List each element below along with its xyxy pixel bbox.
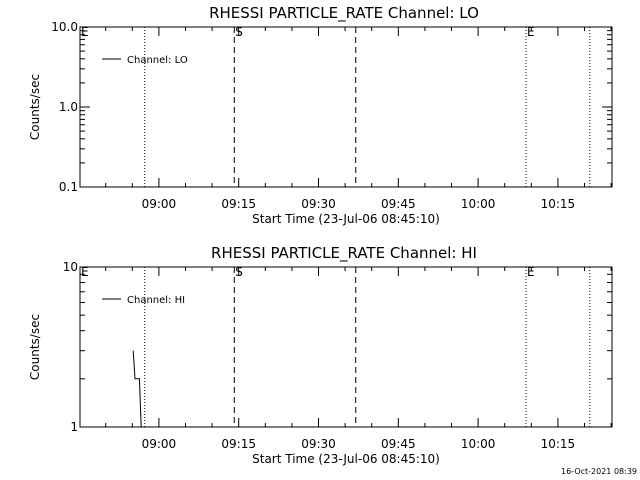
series-line <box>132 350 142 428</box>
chart-title: RHESSI PARTICLE_RATE Channel: LO <box>209 4 479 23</box>
panel-lo: RHESSI PARTICLE_RATE Channel: LO Counts/s… <box>28 4 613 226</box>
x-tick-label: 09:00 <box>142 197 177 211</box>
y-tick-label: 1.0 <box>59 100 78 114</box>
x-tick-label: 10:15 <box>541 197 576 211</box>
x-tick-label: 09:00 <box>142 437 177 451</box>
panel-hi: RHESSI PARTICLE_RATE Channel: HI Counts/s… <box>28 244 613 466</box>
x-axis-label: Start Time (23-Jul-06 08:45:10) <box>252 452 440 466</box>
footer-timestamp: 16-Oct-2021 08:39 <box>561 467 637 476</box>
y-tick-label: 10 <box>63 260 78 274</box>
y-axis-label: Counts/sec <box>28 314 42 380</box>
x-tick-label: 09:30 <box>301 197 336 211</box>
plot-frame <box>79 266 613 428</box>
x-tick-label: 09:45 <box>381 197 416 211</box>
legend-label: Channel: LO <box>127 55 188 66</box>
y-tick-label: 0.1 <box>59 180 78 194</box>
marker-label: E <box>527 25 535 39</box>
x-tick-label: 10:15 <box>541 437 576 451</box>
marker-label: E <box>81 265 89 279</box>
marker-label: E <box>527 265 535 279</box>
x-tick-label: 09:45 <box>381 437 416 451</box>
plot-frame <box>79 26 613 188</box>
marker-label: S <box>235 265 243 279</box>
y-tick-label: 1 <box>70 420 78 434</box>
y-tick-label: 10.0 <box>51 20 78 34</box>
x-tick-label: 09:15 <box>221 437 256 451</box>
x-tick-label: 09:30 <box>301 437 336 451</box>
marker-label: E <box>81 25 89 39</box>
x-axis-label: Start Time (23-Jul-06 08:45:10) <box>252 212 440 226</box>
marker-label: S <box>235 25 243 39</box>
x-tick-label: 09:15 <box>221 197 256 211</box>
x-tick-label: 10:00 <box>461 437 496 451</box>
chart-title: RHESSI PARTICLE_RATE Channel: HI <box>211 244 477 263</box>
legend-label: Channel: HI <box>127 295 185 306</box>
x-tick-label: 10:00 <box>461 197 496 211</box>
y-axis-label: Counts/sec <box>28 74 42 140</box>
